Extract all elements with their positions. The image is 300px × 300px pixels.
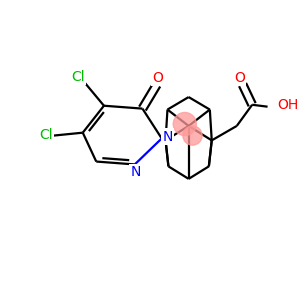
Text: Cl: Cl — [39, 128, 53, 142]
Text: Cl: Cl — [71, 70, 85, 84]
Text: OH: OH — [277, 98, 298, 112]
Text: O: O — [152, 71, 163, 85]
Text: N: N — [130, 165, 141, 179]
Circle shape — [173, 112, 196, 136]
Text: N: N — [162, 130, 173, 143]
Text: O: O — [234, 71, 245, 85]
Circle shape — [183, 126, 202, 145]
